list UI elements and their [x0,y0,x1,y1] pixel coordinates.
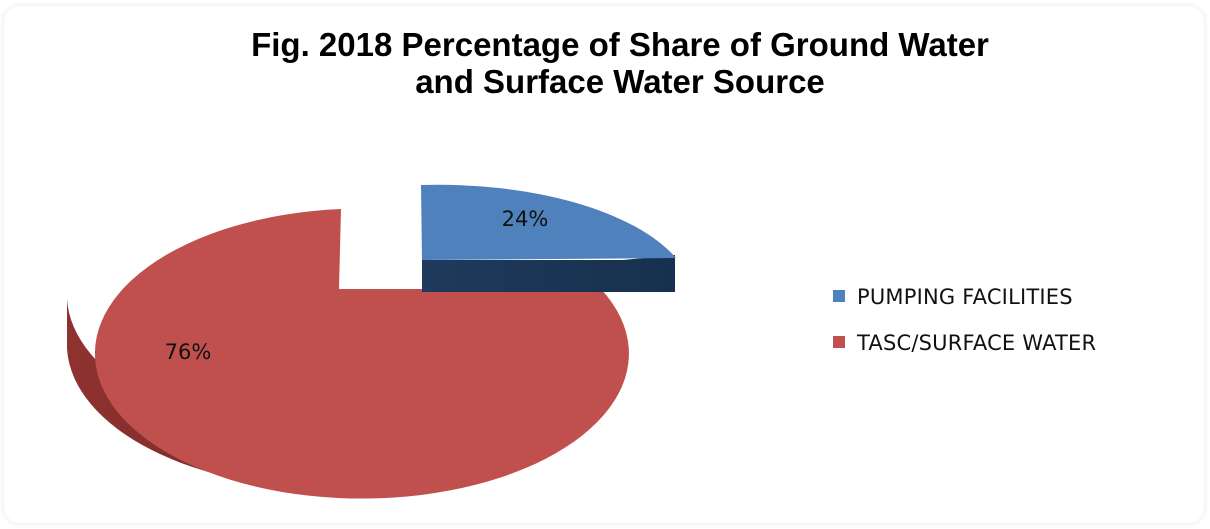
legend-label-pumping-facilities: PUMPING FACILITIES [857,285,1073,309]
slice-top-surface-water [94,209,629,499]
legend-label-surface-water: TASC/SURFACE WATER [856,331,1096,355]
slice-top-pumping-facilities [421,184,676,260]
data-label-pumping-facilities: 24% [502,207,549,231]
legend-swatch-pumping-facilities [833,290,845,302]
chart-legend: PUMPING FACILITIES TASC/SURFACE WATER [833,285,1096,355]
pie-slice-pumping-facilities [421,184,676,292]
chart-title-line-2: and Surface Water Source [415,63,825,100]
chart-title: Fig. 2018 Percentage of Share of Ground … [0,26,1210,100]
legend-item-surface-water: TASC/SURFACE WATER [833,331,1096,355]
pie-slice-tasc-surface-water [67,209,629,499]
chart-title-line-1: Fig. 2018 Percentage of Share of Ground … [251,26,989,63]
slice-side-pumping-facilities [422,255,675,292]
legend-item-pumping-facilities: PUMPING FACILITIES [833,285,1073,309]
data-label-surface-water: 76% [165,340,212,364]
legend-swatch-surface-water [833,336,845,348]
